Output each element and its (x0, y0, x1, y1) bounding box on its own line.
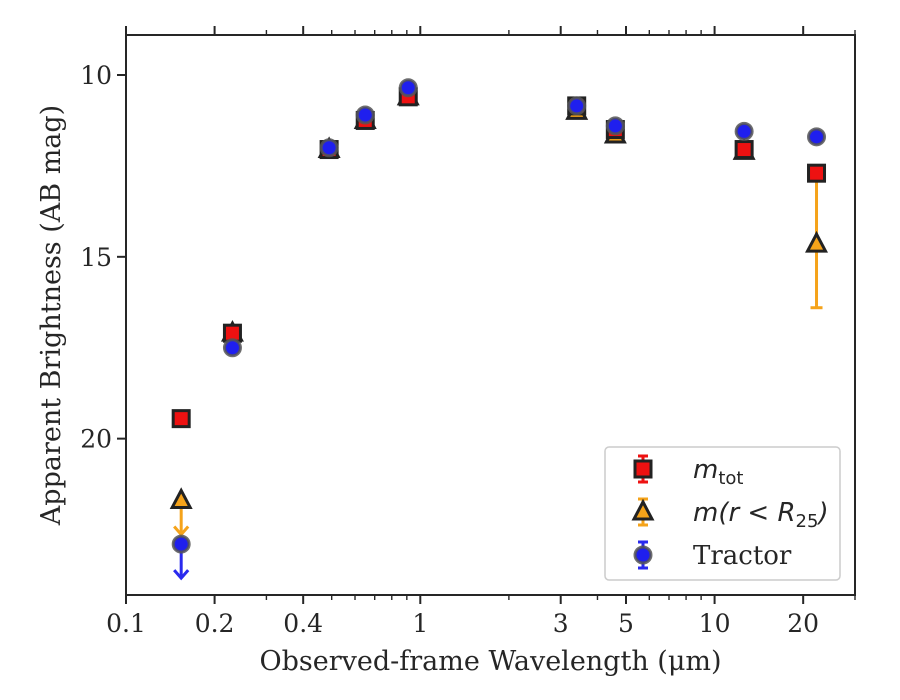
data-point (805, 230, 829, 253)
y-tick-label: 20 (80, 425, 112, 454)
x-tick-label: 0.4 (283, 609, 323, 638)
data-point (807, 163, 827, 183)
x-tick-label: 20 (787, 609, 819, 638)
data-point (355, 105, 375, 125)
upper-limit-arrowhead (173, 525, 190, 537)
data-point (171, 534, 191, 554)
legend-label: mtot (693, 455, 743, 489)
legend: mtot m(r < R25) Tractor (604, 446, 841, 581)
series-circle-markers (171, 78, 827, 581)
y-axis-label: Apparent Brightness (AB mag) (36, 105, 67, 526)
data-point (319, 138, 339, 158)
data-point (169, 487, 193, 509)
x-axis-label: Observed-frame Wavelength (μm) (259, 646, 721, 677)
data-point (222, 338, 242, 358)
x-tick-label: 5 (618, 609, 634, 638)
y-tick-label: 15 (80, 243, 112, 272)
data-point (171, 409, 191, 429)
x-tick-label: 0.1 (106, 609, 146, 638)
x-tick-label: 0.2 (195, 609, 235, 638)
legend-box (604, 446, 841, 581)
data-marks (169, 78, 829, 581)
x-tick-label: 3 (553, 609, 569, 638)
series-square-markers (171, 87, 827, 429)
x-tick-label: 10 (699, 609, 731, 638)
upper-limit-arrowhead (173, 569, 190, 581)
data-point (567, 96, 587, 116)
data-point (807, 127, 827, 147)
data-point (605, 116, 625, 136)
legend-label: Tractor (693, 541, 792, 571)
legend-label: m(r < R25) (693, 498, 829, 532)
x-tick-label: 1 (412, 609, 428, 638)
data-point (398, 78, 418, 98)
data-point (734, 121, 754, 141)
axes: 0.1 0.2 0.4 1 3 5 10 20 10 15 20 (80, 26, 856, 638)
legend-marker (631, 498, 655, 521)
plot-frame (125, 34, 856, 596)
legend-marker (633, 459, 653, 479)
legend-marker (633, 545, 653, 565)
data-point (734, 140, 754, 160)
y-tick-label: 10 (80, 61, 112, 90)
